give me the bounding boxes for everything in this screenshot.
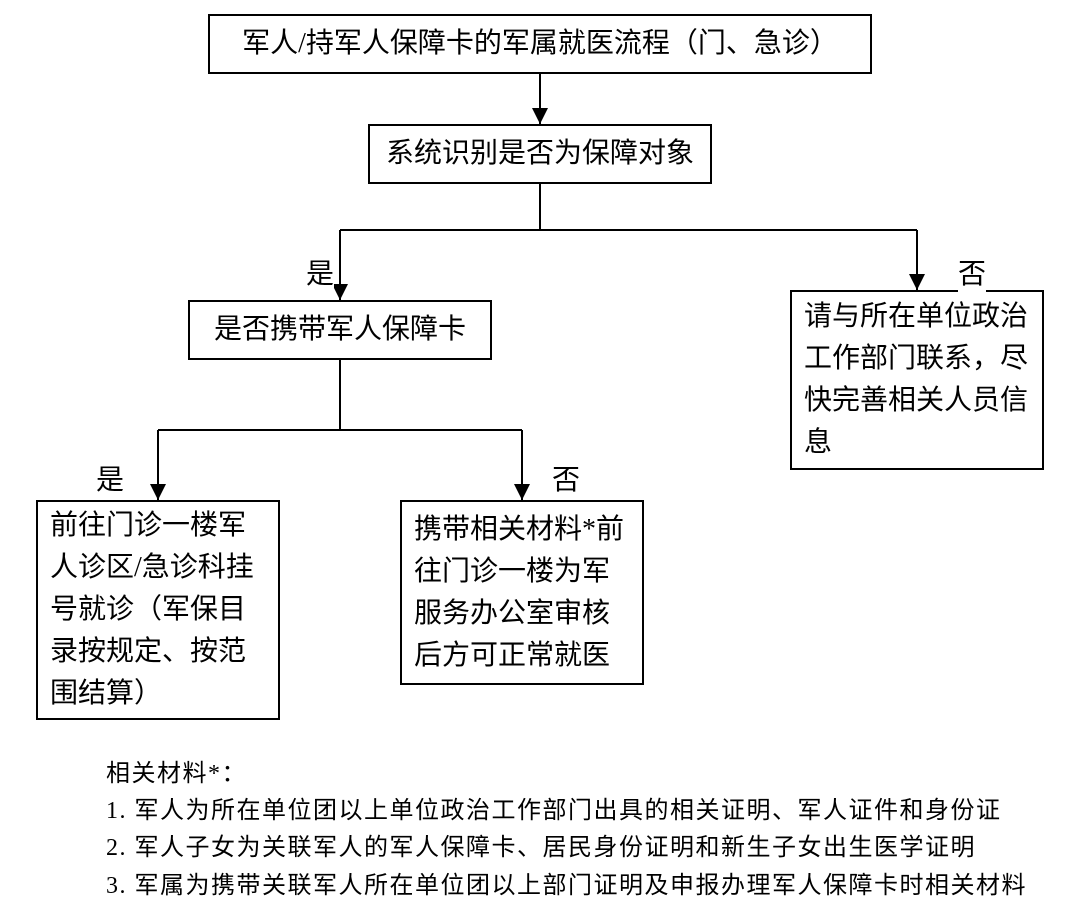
flow-node-go-clinic: 前往门诊一楼军人诊区/急诊科挂号就诊（军保目录按规定、按范围结算） bbox=[36, 500, 280, 720]
flow-node-contact-unit: 请与所在单位政治工作部门联系，尽快完善相关人员信息 bbox=[790, 290, 1044, 470]
node-text: 请与所在单位政治工作部门联系，尽快完善相关人员信息 bbox=[804, 296, 1030, 464]
flow-node-title: 军人/持军人保障卡的军属就医流程（门、急诊） bbox=[208, 14, 872, 74]
footnote-item: 1. 军人为所在单位团以上单位政治工作部门出具的相关证明、军人证件和身份证 bbox=[106, 793, 1027, 830]
label-text: 是 bbox=[306, 259, 334, 290]
label-text: 否 bbox=[552, 465, 580, 496]
branch-label-no-2: 否 bbox=[552, 458, 580, 498]
footnote-item: 2. 军人子女为关联军人的军人保障卡、居民身份证明和新生子女出生医学证明 bbox=[106, 830, 1027, 867]
flow-node-has-card: 是否携带军人保障卡 bbox=[188, 300, 492, 360]
label-text: 否 bbox=[958, 259, 986, 290]
branch-label-yes-2: 是 bbox=[96, 458, 124, 498]
node-text: 军人/持军人保障卡的军属就医流程（门、急诊） bbox=[242, 23, 838, 65]
node-text: 系统识别是否为保障对象 bbox=[386, 133, 694, 175]
flow-node-bring-materials: 携带相关材料*前往门诊一楼为军服务办公室审核后方可正常就医 bbox=[400, 500, 644, 685]
flow-node-system-check: 系统识别是否为保障对象 bbox=[368, 124, 712, 184]
footnote-block: 相关材料*： 1. 军人为所在单位团以上单位政治工作部门出具的相关证明、军人证件… bbox=[106, 756, 1027, 905]
branch-label-yes-1: 是 bbox=[306, 252, 334, 292]
label-text: 是 bbox=[96, 465, 124, 496]
branch-label-no-1: 否 bbox=[958, 252, 986, 292]
node-text: 是否携带军人保障卡 bbox=[214, 309, 466, 351]
footnote-item: 3. 军属为携带关联军人所在单位团以上部门证明及申报办理军人保障卡时相关材料 bbox=[106, 868, 1027, 905]
node-text: 前往门诊一楼军人诊区/急诊科挂号就诊（军保目录按规定、按范围结算） bbox=[50, 505, 266, 715]
node-text: 携带相关材料*前往门诊一楼为军服务办公室审核后方可正常就医 bbox=[414, 509, 630, 677]
footnote-title: 相关材料*： bbox=[106, 756, 1027, 793]
